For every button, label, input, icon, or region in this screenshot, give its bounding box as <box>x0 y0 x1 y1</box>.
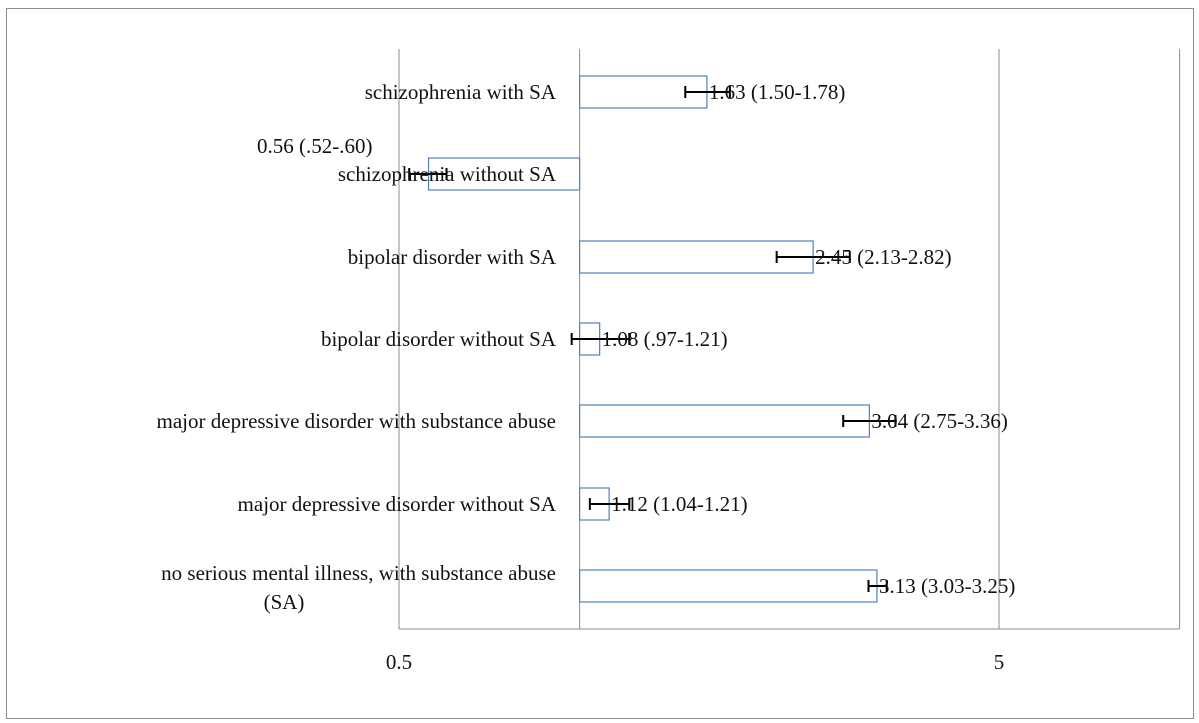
chart-svg: 0.5 5 1.63 (1.50-1.78) schizophrenia with S… <box>157 49 1181 674</box>
x-tick-label-0: 0.5 <box>386 650 412 674</box>
value-label-6: 3.13 (3.03-3.25) <box>879 574 1015 598</box>
chart-frame: 0.5 5 1.63 (1.50-1.78) schizophrenia with S… <box>6 8 1194 719</box>
value-label-1: 0.56 (.52-.60) <box>257 134 372 158</box>
value-label-2: 2.45 (2.13-2.82) <box>815 245 951 269</box>
value-label-5: 1.12 (1.04-1.21) <box>611 492 747 516</box>
value-label-0: 1.63 (1.50-1.78) <box>709 80 845 104</box>
category-label-5: major depressive disorder without SA <box>238 492 557 516</box>
bar-4 <box>579 404 870 438</box>
x-tick-label-1: 5 <box>994 650 1005 674</box>
category-label-6-line-1: (SA) <box>264 590 305 614</box>
category-label-0: schizophrenia with SA <box>365 80 557 104</box>
bar-6 <box>579 569 878 603</box>
category-label-2: bipolar disorder with SA <box>348 245 557 269</box>
value-label-3: 1.08 (.97-1.21) <box>602 327 728 351</box>
category-label-4: major depressive disorder with substance… <box>157 409 556 433</box>
value-label-4: 3.04 (2.75-3.36) <box>871 409 1007 433</box>
category-label-3: bipolar disorder without SA <box>321 327 557 351</box>
bar-1 <box>427 157 581 191</box>
category-label-6-line-0: no serious mental illness, with substanc… <box>161 561 556 585</box>
category-label-1: schizophrenia without SA <box>338 162 557 186</box>
